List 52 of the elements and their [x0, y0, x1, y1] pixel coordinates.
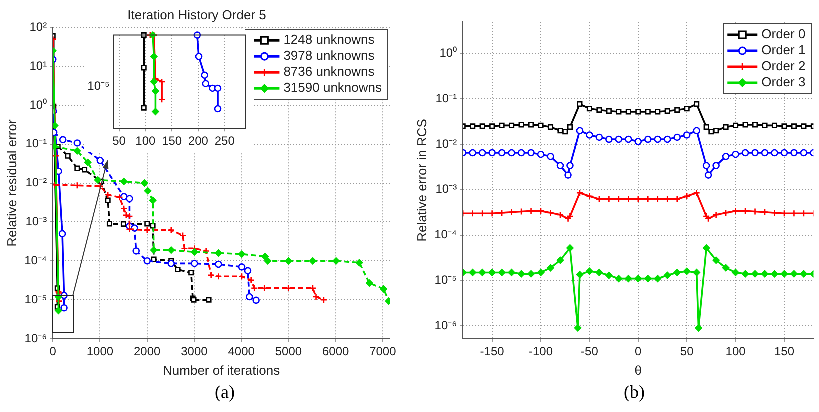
legend-label: 1248 unknowns: [284, 32, 376, 48]
x-tick-label: 250: [214, 134, 236, 148]
y-tick-label: 10⁻⁵: [24, 292, 48, 306]
x-tick-label: 3000: [181, 344, 208, 359]
annotation: 10⁻⁵: [88, 78, 110, 93]
y-tick-label: 10⁻³: [436, 182, 458, 196]
y-tick-label: 10⁻³: [26, 214, 48, 229]
legend-label: Order 1: [762, 42, 806, 58]
x-tick-label: 2000: [134, 344, 162, 359]
x-tick-label: -50: [581, 344, 599, 359]
x-tick-label: 150: [774, 344, 795, 359]
x-tick-label: 50: [680, 344, 694, 359]
x-tick-label: 5000: [275, 344, 302, 359]
x-tick-label: 200: [188, 134, 209, 148]
y-tick-label: 10⁻¹: [436, 91, 458, 106]
x-axis-title: θ: [634, 362, 642, 378]
legend-label: Order 3: [762, 74, 806, 90]
y-tick-label: 10⁻⁴: [434, 228, 458, 242]
y-tick-label: 10⁻²: [436, 136, 458, 151]
text: (b): [623, 381, 646, 404]
x-tick-label: 50: [112, 134, 126, 148]
y-tick-label: 10⁻¹: [26, 136, 48, 151]
x-tick-label: 4000: [228, 344, 256, 359]
x-tick-label: -100: [529, 344, 554, 359]
y-tick-label: 10²: [30, 20, 48, 34]
y-tick-label: 10¹: [30, 58, 48, 73]
y-tick-label: 10⁻⁴: [24, 253, 48, 268]
legend-label: Order 0: [762, 26, 806, 42]
text: (a): [214, 381, 236, 404]
y-tick-label: 10⁻⁵: [434, 273, 458, 288]
y-tick-label: 10⁻⁶: [434, 318, 458, 332]
legend-label: 8736 unknowns: [284, 64, 376, 80]
y-axis-title: Relative error in RCS: [414, 118, 430, 242]
y-tick-label: 10⁰: [440, 46, 458, 60]
x-tick-label: 1000: [86, 344, 114, 359]
y-axis-title: Relative residual error: [4, 119, 20, 247]
x-tick-label: 150: [162, 134, 182, 148]
legend-label: 31590 unknowns: [284, 80, 382, 96]
x-tick-label: 0: [50, 344, 57, 359]
x-tick-label: -150: [480, 344, 505, 359]
legend-label: Order 2: [762, 58, 806, 74]
x-tick-label: 0: [635, 344, 642, 359]
chart-title: Iteration History Order 5: [128, 7, 266, 22]
x-tick-label: 7000: [370, 344, 397, 359]
x-tick-label: 6000: [322, 344, 350, 359]
x-tick-label: 100: [136, 134, 156, 148]
x-tick-label: 100: [726, 344, 746, 359]
x-axis-title: Number of iterations: [163, 362, 281, 378]
y-tick-label: 10⁻⁶: [24, 331, 48, 346]
legend-label: 3978 unknowns: [284, 48, 376, 64]
y-tick-label: 10⁻²: [26, 176, 48, 190]
y-tick-label: 10⁰: [30, 98, 48, 112]
